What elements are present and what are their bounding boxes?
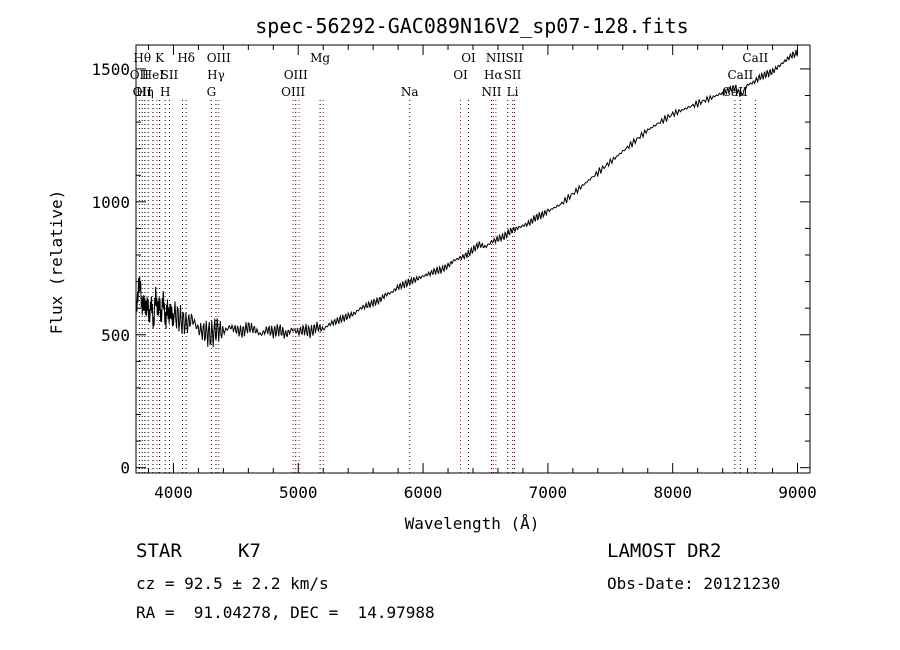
y-tick-label: 1500	[91, 60, 130, 79]
spectral-line-label: CaII	[742, 51, 768, 65]
spectral-line-label: K	[155, 51, 165, 65]
observation-date: Obs-Date: 20121230	[607, 574, 781, 593]
spectral-line-labels: OIIHθOIIHηHeIKHSIIHδGHγOIIIOIIIOIIIMgNaO…	[130, 51, 769, 99]
x-tick-label: 5000	[279, 483, 318, 502]
spectral-line-label: Hθ	[133, 51, 151, 65]
spectral-line-label: Mg	[310, 51, 330, 65]
object-subclass: K7	[238, 540, 261, 562]
spectral-line-markers	[138, 100, 756, 473]
spectral-line-label: Li	[507, 85, 519, 99]
x-tick-label: 9000	[778, 483, 817, 502]
spectral-line-label: Hα	[484, 68, 503, 82]
spectrum-series-line	[135, 49, 798, 348]
x-tick-label: 6000	[404, 483, 443, 502]
spectral-line-label: OI	[453, 68, 468, 82]
spectral-line-label: NII	[481, 85, 501, 99]
spectral-line-label: Na	[401, 85, 419, 99]
chart-title: spec-56292-GAC089N16V2_sp07-128.fits	[255, 14, 688, 38]
object-class: STAR	[136, 540, 182, 562]
spectral-line-label: G	[207, 85, 217, 99]
x-tick-label: 4000	[154, 483, 193, 502]
spectral-line-label: OII	[130, 68, 150, 82]
spectral-line-label: HeI	[142, 68, 165, 82]
survey-name: LAMOST DR2	[607, 540, 722, 562]
spectral-line-label: OIII	[284, 68, 308, 82]
spectral-line-label: Hη	[136, 85, 154, 99]
spectral-line-label: OI	[461, 51, 476, 65]
spectral-line-label: OIII	[207, 51, 231, 65]
spectral-line-label: Hδ	[177, 51, 195, 65]
spectral-line-label: SII	[505, 51, 523, 65]
y-tick-label: 500	[101, 326, 130, 345]
x-tick-label: 8000	[653, 483, 692, 502]
spectral-line-label: SII	[504, 68, 522, 82]
redshift-cz: cz = 92.5 ± 2.2 km/s	[136, 574, 329, 593]
spectral-line-label: CaII	[727, 68, 753, 82]
spectral-line-label: H	[160, 85, 170, 99]
sky-coordinates: RA = 91.04278, DEC = 14.97988	[136, 603, 435, 622]
x-axis-label: Wavelength (Å)	[405, 514, 540, 533]
axis-ticks: 4000 5000 6000 7000 8000 9000 0 500 1000 1500	[91, 45, 817, 502]
x-tick-label: 7000	[529, 483, 568, 502]
y-tick-label: 0	[120, 459, 130, 478]
spectral-line-label: SII	[161, 68, 179, 82]
y-tick-label: 1000	[91, 193, 130, 212]
spectral-line-label: Hγ	[207, 68, 225, 82]
spectral-line-label: OIII	[281, 85, 305, 99]
plot-frame	[135, 44, 811, 474]
y-axis-label: Flux (relative)	[47, 190, 66, 335]
spectral-line-label: NII	[486, 51, 506, 65]
